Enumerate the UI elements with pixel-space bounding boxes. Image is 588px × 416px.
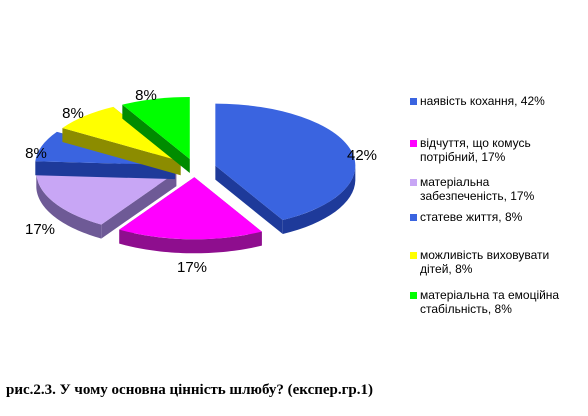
- legend-item-1: наявість кохання, 42%: [410, 94, 545, 108]
- pie-slice-edge: [101, 172, 177, 239]
- pie-slice-top: [119, 177, 262, 240]
- legend-label: матеріальна: [420, 175, 490, 189]
- slice-label-6: 8%: [135, 87, 157, 104]
- slice-label-4: 8%: [25, 145, 47, 162]
- pie-slice-edge: [62, 127, 181, 176]
- legend-swatch: [410, 98, 417, 105]
- slice-label-1: 42%: [347, 147, 377, 164]
- legend-label: статеве життя, 8%: [420, 210, 523, 224]
- pie-slice-edge: [215, 165, 283, 235]
- slice-label-2: 17%: [177, 259, 207, 276]
- pie-slice-top: [36, 168, 177, 225]
- pie-slice-top: [62, 106, 181, 162]
- legend-swatch: [410, 252, 417, 259]
- legend-swatch: [410, 292, 417, 299]
- legend-swatch: [410, 140, 417, 147]
- slice-label-5: 8%: [62, 105, 84, 122]
- legend-label: можливість виховувати: [420, 248, 549, 262]
- pie-slice-side: [36, 173, 102, 239]
- pie-slice-top: [122, 96, 190, 159]
- pie-slice-edge: [122, 104, 190, 173]
- legend-swatch: [410, 179, 417, 186]
- legend-label: потрібний, 17%: [420, 150, 506, 164]
- legend-label: стабільність, 8%: [420, 302, 512, 316]
- legend-swatch: [410, 214, 417, 221]
- legend-label: наявість кохання, 42%: [420, 94, 545, 108]
- legend-label: дітей, 8%: [420, 262, 473, 276]
- legend-label: відчуття, що комусь: [420, 136, 531, 150]
- pie-slice-side: [282, 166, 356, 235]
- pie-slice-1: [215, 103, 356, 235]
- legend-label: матеріальна та емоційна: [420, 288, 559, 302]
- legend: наявість кохання, 42% відчуття, що комусь…: [410, 94, 559, 316]
- pie-slice-top: [215, 103, 356, 221]
- figure-caption: рис.2.3. У чому основна цінність шлюбу? …: [6, 382, 374, 398]
- pie-slice-6: [122, 96, 190, 173]
- legend-label: забезпеченість, 17%: [420, 189, 535, 203]
- pie-slice-side: [119, 229, 262, 254]
- legend-item-4: статеве життя, 8%: [410, 210, 523, 224]
- slice-label-3: 17%: [25, 221, 55, 238]
- pie-slice-2: [119, 177, 262, 254]
